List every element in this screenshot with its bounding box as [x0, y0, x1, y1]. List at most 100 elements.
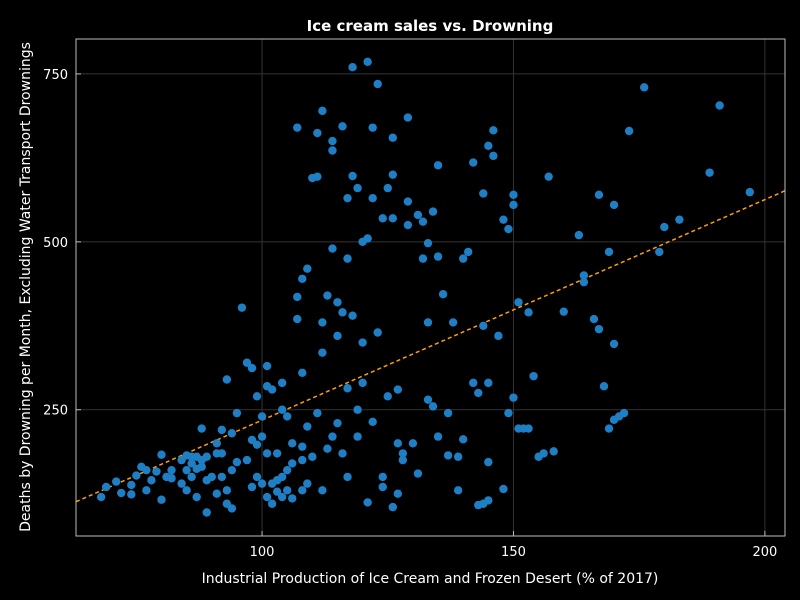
data-point [313, 172, 322, 181]
data-point [423, 318, 433, 327]
data-point [157, 495, 166, 504]
data-point [403, 220, 413, 230]
data-point [157, 450, 166, 459]
trend-line [75, 190, 786, 503]
data-point [227, 504, 237, 513]
data-point [418, 217, 428, 226]
data-point [443, 451, 453, 460]
data-point [267, 499, 277, 508]
data-point [197, 462, 206, 472]
data-point [529, 371, 538, 381]
data-point [318, 348, 327, 357]
data-point [152, 467, 161, 476]
data-point [524, 308, 533, 317]
data-point [187, 472, 196, 482]
data-point [112, 477, 121, 486]
data-point [609, 339, 619, 349]
data-point [328, 432, 337, 441]
data-point [298, 274, 307, 283]
data-point [423, 395, 433, 404]
y-tick-label: 500 [43, 236, 68, 251]
data-point [388, 133, 397, 142]
data-point [509, 393, 518, 402]
data-point [282, 412, 292, 421]
data-point [328, 136, 337, 146]
data-point [640, 83, 649, 92]
data-point [142, 486, 151, 495]
data-point [403, 113, 413, 122]
data-point [619, 408, 629, 418]
data-point [117, 488, 126, 498]
data-point [504, 408, 513, 418]
data-point [373, 328, 382, 337]
data-point [293, 292, 302, 302]
data-point [509, 200, 518, 210]
data-point [549, 447, 558, 456]
data-point [177, 479, 186, 488]
data-point [202, 508, 211, 517]
data-point [353, 405, 362, 414]
data-point [182, 486, 191, 495]
data-point [318, 318, 327, 327]
data-point [443, 408, 453, 418]
y-axis-label: Deaths by Drowning per Month, Excluding … [18, 42, 34, 532]
data-point [413, 469, 423, 478]
data-point [388, 502, 397, 512]
data-point [252, 440, 262, 449]
data-point [338, 122, 347, 131]
data-point [232, 457, 242, 467]
data-point [247, 363, 257, 373]
data-point [338, 449, 347, 458]
trend-line-group [75, 190, 786, 503]
data-point [393, 489, 403, 498]
data-point [594, 190, 604, 200]
data-point [453, 452, 463, 461]
data-point [227, 429, 237, 438]
data-point [303, 479, 312, 488]
data-point [313, 128, 322, 138]
data-point [489, 126, 498, 135]
data-point [348, 63, 357, 72]
axis-ticks: 100 150 200 250 500 750 [43, 68, 777, 560]
data-point [257, 432, 267, 441]
data-point [343, 193, 352, 203]
data-point [293, 123, 302, 132]
data-point [277, 492, 287, 502]
data-point [458, 254, 468, 263]
data-point [303, 264, 312, 273]
data-point [655, 247, 664, 257]
data-point [343, 472, 352, 482]
data-point [222, 375, 232, 384]
data-point [660, 222, 669, 232]
data-point [499, 484, 508, 494]
data-point [298, 442, 307, 451]
data-point [262, 449, 272, 458]
data-point [242, 455, 252, 465]
data-point [282, 486, 292, 495]
y-tick-label: 750 [43, 68, 68, 83]
data-point [433, 161, 443, 170]
data-point [343, 254, 352, 263]
x-axis-label: Industrial Production of Ice Cream and F… [202, 571, 659, 587]
data-point [383, 392, 392, 401]
data-point [132, 471, 141, 480]
data-point [403, 197, 413, 206]
data-point [358, 378, 367, 388]
data-point [574, 230, 584, 240]
data-point [544, 172, 553, 181]
data-point [604, 247, 614, 257]
data-point [745, 187, 755, 197]
data-point [378, 472, 387, 482]
data-point [323, 444, 332, 453]
data-point [267, 385, 277, 394]
data-point [413, 210, 423, 220]
data-point [288, 494, 297, 503]
data-point [484, 457, 493, 467]
data-point [499, 215, 508, 224]
data-point [282, 465, 292, 475]
data-point [484, 496, 493, 505]
data-point [479, 321, 488, 330]
data-point [453, 486, 463, 495]
data-point [559, 307, 568, 316]
